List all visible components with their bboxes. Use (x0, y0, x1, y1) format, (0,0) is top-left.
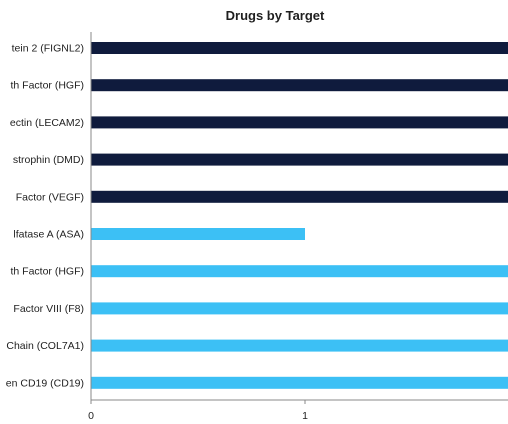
bar (91, 339, 508, 352)
category-label: Factor VIII (F8) (13, 303, 84, 315)
category-labels: tein 2 (FIGNL2) th Factor (HGF) ectin (LEC… (6, 43, 84, 390)
bar (91, 190, 508, 203)
bar (91, 228, 305, 240)
bar (91, 153, 508, 166)
x-tick-label: 0 (88, 410, 94, 422)
x-tick-label: 1 (302, 410, 308, 422)
bar (91, 265, 508, 278)
category-label: strophin (DMD) (13, 154, 84, 166)
bar (91, 79, 508, 92)
category-label: lfatase A (ASA) (13, 229, 84, 241)
bar (91, 42, 508, 54)
category-label: tein 2 (FIGNL2) (12, 43, 84, 55)
chart-title: Drugs by Target (226, 8, 325, 23)
category-label: en CD19 (CD19) (6, 377, 84, 389)
category-label: ectin (LECAM2) (10, 117, 84, 129)
category-label: Factor (VEGF) (16, 191, 84, 203)
bars-group (91, 42, 508, 389)
category-label: Chain (COL7A1) (6, 340, 84, 352)
category-label: th Factor (HGF) (10, 80, 84, 92)
bar (91, 302, 508, 315)
bar (91, 376, 508, 389)
category-label: th Factor (HGF) (10, 266, 84, 278)
bar (91, 116, 508, 129)
